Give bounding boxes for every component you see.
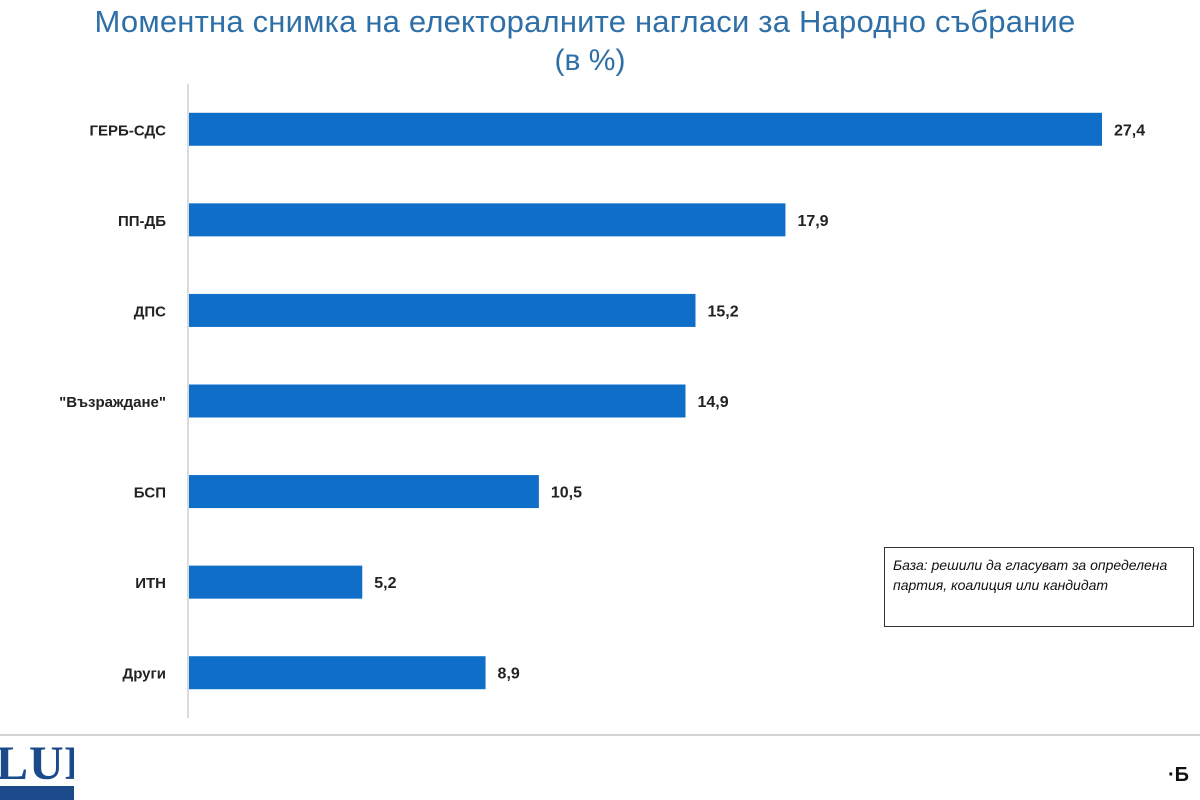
- chart-subtitle: (в %): [554, 44, 626, 77]
- category-label: ГЕРБ-СДС: [90, 122, 167, 139]
- bar: [189, 565, 363, 599]
- category-label: ПП-ДБ: [118, 213, 166, 230]
- footer-divider: [0, 734, 1200, 736]
- pollster-logo: LUP: [0, 740, 74, 800]
- category-label: ИТН: [135, 575, 166, 592]
- bar: [189, 112, 1102, 146]
- bar: [189, 656, 486, 690]
- logo-bar: [0, 786, 74, 800]
- data-label: 14,9: [697, 394, 728, 411]
- base-note: База: решили да гласуват за определена п…: [884, 547, 1194, 627]
- category-label: ДПС: [134, 303, 166, 320]
- bar: [189, 293, 696, 327]
- data-label: 5,2: [374, 575, 396, 592]
- data-label: 10,5: [551, 485, 582, 502]
- data-label: 15,2: [707, 303, 738, 320]
- category-label: "Възраждане": [59, 394, 166, 411]
- chart-title: Моментна снимка на електоралните нагласи…: [94, 4, 1076, 39]
- corner-mark: ·Б: [1168, 764, 1190, 786]
- logo-text: LUP: [0, 740, 74, 790]
- bar: [189, 384, 686, 418]
- data-label: 17,9: [797, 213, 828, 230]
- data-label: 27,4: [1114, 122, 1145, 139]
- category-label: Други: [123, 666, 166, 683]
- bar: [189, 475, 539, 509]
- bar: [189, 203, 786, 237]
- category-label: БСП: [134, 485, 166, 502]
- data-label: 8,9: [498, 666, 520, 683]
